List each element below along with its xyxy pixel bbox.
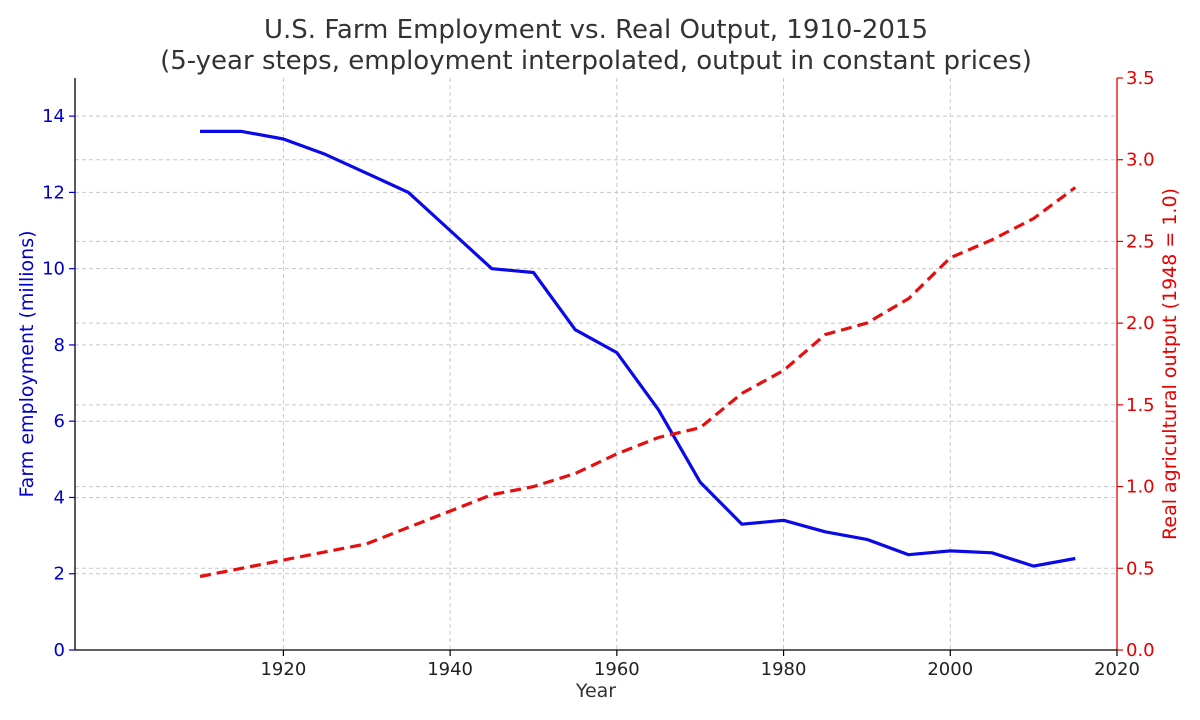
x-tick-label-5: 2020 xyxy=(1094,659,1140,680)
x-tick-label-3: 1980 xyxy=(761,659,807,680)
x-tick-label-4: 2000 xyxy=(927,659,973,680)
y-right-tick-label-0: 0.0 xyxy=(1126,640,1155,661)
y-left-tick-label-4: 8 xyxy=(54,335,65,356)
y-axis-label-left: Farm employment (millions) xyxy=(16,230,38,497)
x-tick-label-2: 1960 xyxy=(594,659,640,680)
y-axis-label-right: Real agricultural output (1948 = 1.0) xyxy=(1159,188,1181,540)
y-left-tick-label-2: 4 xyxy=(54,487,65,508)
y-left-tick-label-7: 14 xyxy=(42,106,65,127)
y-right-tick-label-5: 2.5 xyxy=(1126,231,1155,252)
y-right-tick-label-7: 3.5 xyxy=(1126,68,1155,89)
y-left-tick-label-6: 12 xyxy=(42,182,65,203)
y-left-tick-label-1: 2 xyxy=(54,564,65,585)
y-right-tick-label-4: 2.0 xyxy=(1126,313,1155,334)
y-right-tick-label-1: 0.5 xyxy=(1126,558,1155,579)
x-tick-label-0: 1920 xyxy=(260,659,306,680)
y-right-tick-label-6: 3.0 xyxy=(1126,150,1155,171)
ticks-layer: 1920 1940 1960 1980 2000 2020 0 2 4 6 8 10 12 14 0.0 0.… xyxy=(42,68,1155,680)
y-right-tick-label-2: 1.0 xyxy=(1126,477,1155,498)
y-left-tick-label-0: 0 xyxy=(54,640,65,661)
chart-title: U.S. Farm Employment vs. Real Output, 19… xyxy=(264,15,928,45)
x-axis-label: Year xyxy=(575,680,616,702)
y-right-tick-label-3: 1.5 xyxy=(1126,395,1155,416)
axes-layer xyxy=(74,78,1118,651)
output-line xyxy=(199,186,1077,579)
grid-layer xyxy=(75,78,1117,650)
x-tick-label-1: 1940 xyxy=(427,659,473,680)
series-layer xyxy=(199,129,1077,579)
y-left-tick-label-3: 6 xyxy=(54,411,65,432)
y-left-tick-label-5: 10 xyxy=(42,259,65,280)
employment-line xyxy=(200,129,1076,568)
chart-subtitle: (5-year steps, employment interpolated, … xyxy=(160,46,1032,76)
